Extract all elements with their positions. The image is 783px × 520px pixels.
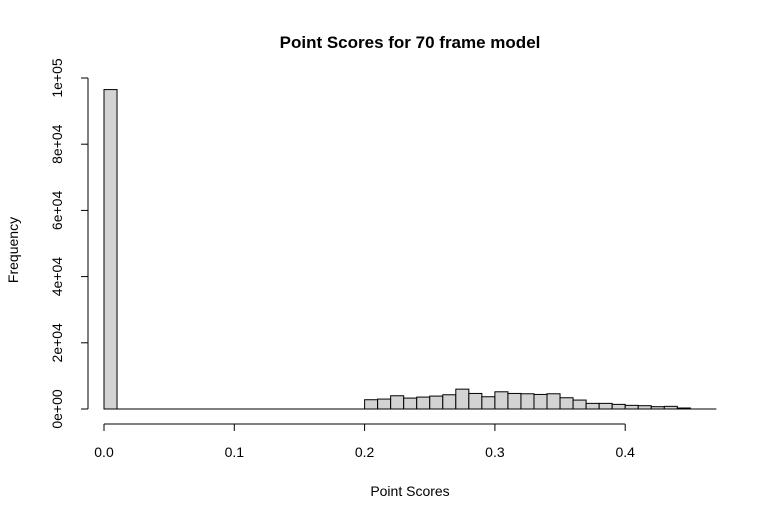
- y-tick-label: 1e+05: [49, 58, 65, 98]
- histogram-bar: [585, 402, 600, 410]
- histogram-bar: [455, 388, 470, 410]
- histogram-bar: [572, 399, 587, 410]
- chart-title: Point Scores for 70 frame model: [280, 33, 541, 52]
- y-tick-label: 0e+00: [49, 389, 65, 429]
- histogram-bar: [390, 395, 405, 410]
- histogram-bar: [559, 397, 574, 410]
- y-tick-label: 6e+04: [49, 191, 65, 231]
- histogram-bar: [494, 391, 509, 410]
- y-tick-label: 2e+04: [49, 323, 65, 363]
- histogram-bar: [546, 393, 561, 410]
- histogram-bar: [429, 395, 444, 410]
- histogram-bar: [403, 397, 418, 410]
- histogram-bar: [507, 392, 522, 410]
- histogram-bar: [103, 89, 118, 410]
- histogram-bar: [481, 396, 496, 410]
- x-axis-label: Point Scores: [370, 483, 449, 499]
- x-tick-label: 0.4: [615, 444, 635, 460]
- bars-group: [103, 89, 691, 410]
- x-tick-label: 0.0: [94, 444, 114, 460]
- y-tick-label: 8e+04: [49, 124, 65, 164]
- histogram-bar: [416, 396, 431, 410]
- x-axis: 0.0 0.1 0.2 0.3 0.4: [94, 408, 717, 460]
- x-tick-label: 0.3: [485, 444, 505, 460]
- y-tick-label: 4e+04: [49, 257, 65, 297]
- histogram-bar: [520, 393, 535, 410]
- histogram-bar: [533, 393, 548, 410]
- histogram-bar: [364, 399, 379, 410]
- histogram-bar: [468, 392, 483, 410]
- histogram-bar: [611, 403, 626, 410]
- histogram-bar: [442, 394, 457, 410]
- histogram-bar: [624, 404, 639, 410]
- y-axis-label: Frequency: [5, 217, 21, 283]
- histogram-bar: [598, 402, 613, 410]
- histogram-bar: [377, 398, 392, 410]
- x-tick-label: 0.2: [355, 444, 375, 460]
- x-tick-label: 0.1: [225, 444, 245, 460]
- y-axis: 0e+00 2e+04 4e+04 6e+04 8e+04 1e+05: [49, 58, 89, 429]
